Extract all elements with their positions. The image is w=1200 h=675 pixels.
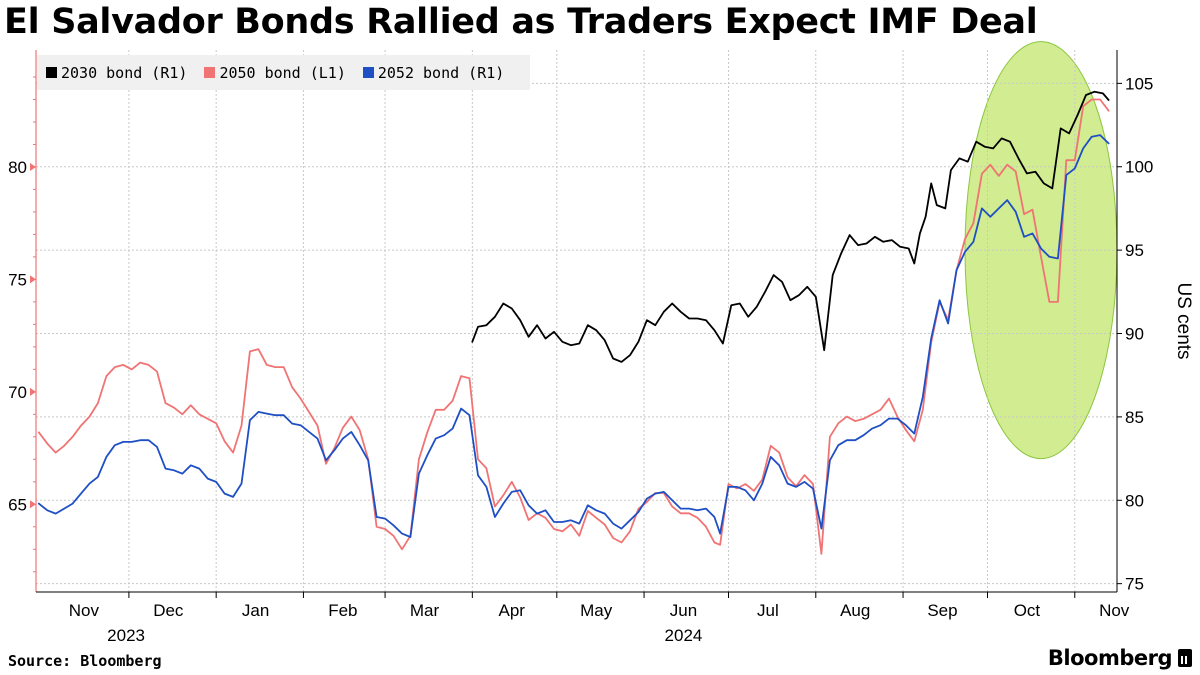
left-axis-tick	[30, 387, 36, 396]
x-axis-month-label: Apr	[499, 601, 526, 620]
legend-swatch-2030	[46, 67, 57, 78]
legend-label-2050: 2050 bond (L1)	[219, 63, 346, 82]
x-axis-month-label: Aug	[840, 601, 870, 620]
x-axis-month-label: May	[580, 601, 613, 620]
left-axis-tick-label: 80	[8, 158, 27, 177]
brand-logo: Bloomberg	[1048, 646, 1192, 670]
x-axis-year-label: 2024	[665, 626, 703, 645]
x-axis-month-label: Sep	[927, 601, 957, 620]
left-axis-tick-label: 65	[8, 495, 27, 514]
legend-label-2052: 2052 bond (R1)	[377, 63, 505, 82]
right-axis-tick-label: 95	[1125, 241, 1144, 260]
x-axis-month-label: Feb	[328, 601, 357, 620]
right-axis-tick-label: 85	[1125, 408, 1144, 427]
source-note: Source: Bloomberg	[8, 652, 162, 670]
gridlines	[36, 50, 1117, 592]
series-line-2030	[471, 90, 1110, 363]
legend-item-2050: 2050 bond (L1)	[204, 63, 346, 82]
legend-item-2052: 2052 bond (R1)	[362, 63, 505, 82]
right-axis-tick-label: 105	[1125, 74, 1153, 93]
chart-title: El Salvador Bonds Rallied as Traders Exp…	[4, 2, 1038, 42]
x-axis-month-label: Oct	[1014, 601, 1041, 620]
right-axis-title: US cents	[1173, 282, 1194, 359]
left-axis-tick-label: 75	[8, 270, 27, 289]
x-axis-month-label: Nov	[69, 601, 100, 620]
x-axis-month-label: Jul	[757, 601, 779, 620]
x-axis-month-label: Jan	[242, 601, 269, 620]
x-axis-month-label: Jun	[670, 601, 697, 620]
brand-name: Bloomberg	[1047, 646, 1173, 670]
axis-labels: 65 70 75 80 75 80 85 90 95 100 105 US cents Nov Dec Ja…	[8, 74, 1194, 645]
x-axis-month-label: Dec	[153, 601, 184, 620]
legend-swatch-2050	[204, 67, 216, 78]
x-axis-year-label: 2023	[107, 626, 145, 645]
right-axis-tick-label: 90	[1125, 325, 1144, 344]
right-axis-tick-label: 80	[1125, 491, 1144, 510]
series-line-2052	[37, 134, 1110, 538]
left-axis-tick	[30, 500, 36, 509]
right-axis-tick-label: 100	[1125, 158, 1153, 177]
bloomberg-terminal-icon	[1178, 649, 1192, 667]
left-axis-tick	[30, 162, 36, 171]
left-axis-tick-label: 70	[8, 383, 27, 402]
x-axis-month-label: Mar	[410, 601, 440, 620]
legend-item-2030: 2030 bond (R1)	[46, 64, 187, 82]
legend: 2030 bond (R1) 2050 bond (L1) 2052 bond …	[37, 55, 530, 90]
legend-swatch-2052	[362, 67, 374, 78]
series-line-2050	[37, 98, 1110, 555]
axes	[30, 50, 1122, 598]
x-axis-month-label: Nov	[1099, 601, 1130, 620]
series-lines	[37, 90, 1110, 555]
legend-label-2030: 2030 bond (R1)	[61, 63, 188, 82]
right-axis-tick-label: 75	[1125, 575, 1144, 594]
left-axis-tick	[30, 275, 36, 284]
